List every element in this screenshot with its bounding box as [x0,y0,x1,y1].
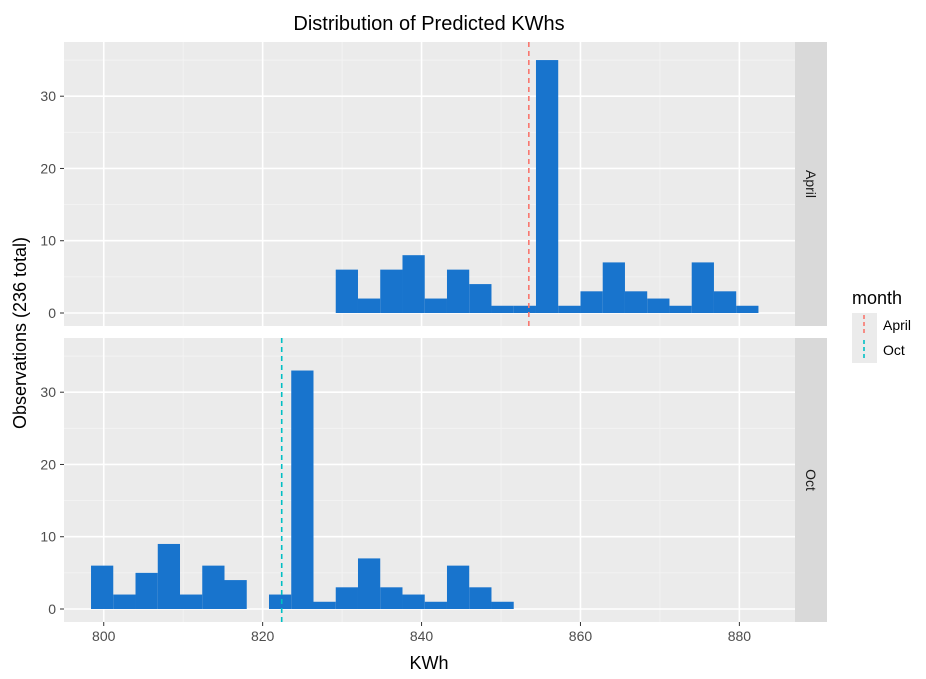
y-tick-label: 0 [48,601,56,617]
histogram-bar-april [357,298,381,313]
histogram-bar-april [491,305,514,313]
histogram-bar-oct [357,558,381,609]
histogram-bar-april [580,291,603,313]
histogram-bar-april [513,305,536,313]
legend-label-oct: Oct [883,342,905,358]
histogram-bar-oct [113,594,136,609]
x-tick-label: 860 [569,628,593,644]
histogram-bar-april [669,305,692,313]
histogram-bar-april [335,269,358,313]
x-axis-title: KWh [409,653,448,673]
histogram-bar-oct [91,565,114,609]
y-tick-label: 30 [40,88,56,104]
histogram-bar-april [691,262,714,313]
histogram-bar-april [469,284,492,313]
histogram-bar-april [402,255,425,313]
chart-title: Distribution of Predicted KWhs [293,13,564,35]
y-tick-label: 0 [48,305,56,321]
histogram-bar-april [647,298,670,313]
histogram-bar-oct [180,594,203,609]
y-tick-label: 20 [40,160,56,176]
histogram-bar-oct [157,543,181,609]
histogram-bar-oct [202,565,225,609]
histogram-bar-oct [469,587,492,609]
histogram-bar-oct [291,370,314,609]
legend: month April Oct [852,288,911,363]
y-tick-label: 10 [40,529,56,545]
histogram-bar-oct [268,594,292,609]
panel-background-oct [64,338,795,622]
histogram-bar-oct [424,601,447,609]
x-tick-label: 800 [92,628,116,644]
histogram-bar-oct [335,587,358,609]
x-tick-label: 880 [728,628,752,644]
histogram-bar-april [535,60,559,313]
panel-background-april [64,42,795,326]
histogram-bar-oct [135,572,158,609]
plot-layer: 0 10 20 30 April 0 10 20 30 Oct 800 820 840 860 880 [40,42,827,644]
facet-label-april: April [803,170,819,198]
facet-strip-april [795,42,827,326]
histogram-bar-april [713,291,737,313]
histogram-bar-oct [380,587,403,609]
histogram-bar-oct [446,565,470,609]
facet-label-oct: Oct [803,469,819,491]
histogram-bar-oct [491,601,514,609]
y-tick-label: 20 [40,456,56,472]
histogram-bar-april [624,291,648,313]
y-axis-title: Observations (236 total) [10,237,30,429]
histogram-bar-oct [402,594,425,609]
x-tick-label: 820 [251,628,275,644]
histogram-bar-april [446,269,470,313]
histogram-bar-oct [224,580,247,609]
histogram-bar-april [602,262,625,313]
y-tick-label: 10 [40,233,56,249]
legend-label-april: April [883,317,911,333]
histogram-bar-april [558,305,581,313]
histogram-bar-april [736,305,759,313]
legend-title: month [852,288,902,308]
facet-strip-oct [795,338,827,622]
histogram-bar-oct [313,601,336,609]
y-tick-label: 30 [40,384,56,400]
histogram-bar-april [380,269,403,313]
histogram-bar-april [424,298,447,313]
x-tick-label: 840 [410,628,434,644]
